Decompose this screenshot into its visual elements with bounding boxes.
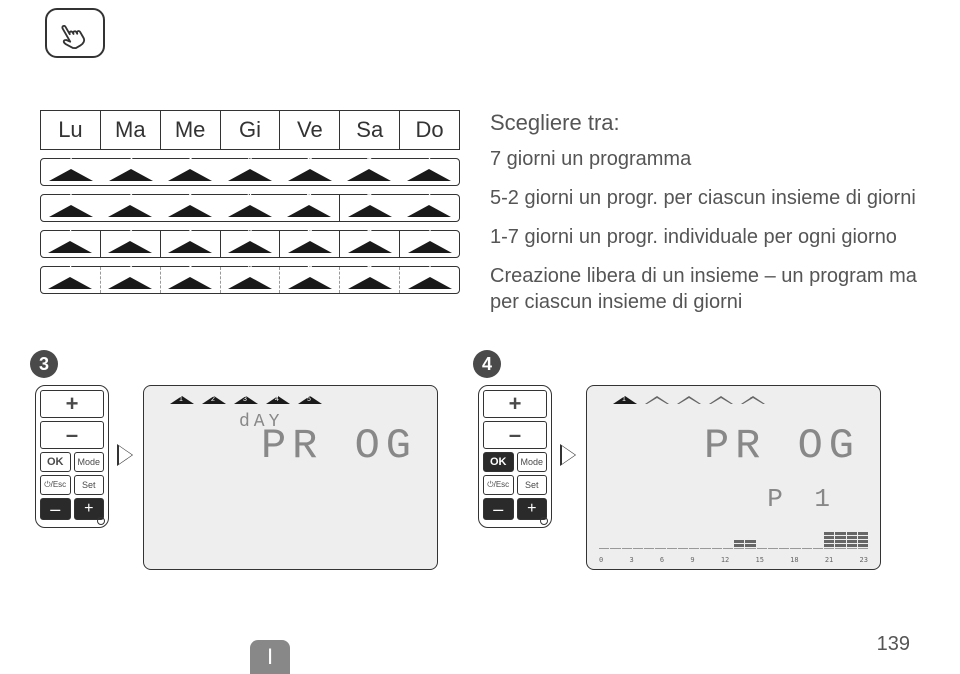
day-cell: Do bbox=[400, 111, 459, 149]
day-cell: Lu bbox=[41, 111, 101, 149]
ok-button[interactable]: OK bbox=[40, 452, 71, 472]
main-content: Lu Ma Me Gi Ve Sa Do 1234567123456712345… bbox=[40, 80, 920, 634]
indicator-dot bbox=[540, 517, 548, 525]
triangle-row: 1234567 bbox=[40, 230, 460, 258]
lcd4-hour-labels: 03691215182123 bbox=[599, 556, 868, 564]
day-cell: Sa bbox=[340, 111, 400, 149]
arrow-icon bbox=[562, 445, 576, 465]
esc-button[interactable]: ⏻/Esc bbox=[483, 475, 514, 495]
lcd4-prog-text: PR OG bbox=[704, 422, 860, 470]
triangle-cell: 1 bbox=[41, 267, 101, 293]
desc-line-4: Creazione libera di un insieme – un prog… bbox=[490, 263, 920, 315]
minus-button[interactable]: – bbox=[40, 421, 104, 449]
ok-button[interactable]: OK bbox=[483, 452, 514, 472]
step-badge-4: 4 bbox=[473, 350, 501, 378]
hand-icon bbox=[45, 8, 105, 58]
lcd3-prog-text: PR OG bbox=[261, 422, 417, 470]
lcd3-day-indicators: 12345 bbox=[170, 396, 425, 404]
lcd4-p1-text: P 1 bbox=[767, 484, 838, 514]
mode-button[interactable]: Mode bbox=[74, 452, 105, 472]
set-button[interactable]: Set bbox=[517, 475, 548, 495]
desc-line-1: 7 giorni un programma bbox=[490, 146, 920, 174]
day-cell: Ve bbox=[280, 111, 340, 149]
triangle-cell: 3 bbox=[160, 195, 220, 221]
triangle-cell: 7 bbox=[399, 195, 459, 221]
triangle-cell: 6 bbox=[340, 159, 400, 185]
remote-control: + – OK Mode ⏻/Esc Set – + bbox=[35, 385, 109, 528]
panel-4: 4 + – OK Mode ⏻/Esc Set – + bbox=[478, 385, 881, 570]
triangle-cell: 3 bbox=[161, 231, 221, 257]
desc-line-2: 5-2 giorni un progr. per ciascun insieme… bbox=[490, 185, 920, 213]
lcd4-bar-chart bbox=[599, 525, 868, 549]
minus-button[interactable]: – bbox=[483, 421, 547, 449]
triangle-cell: 3 bbox=[160, 159, 220, 185]
triangle-cell: 2 bbox=[101, 231, 161, 257]
lcd-screen-4: 12345 PR OG P 1 03691215182123 bbox=[586, 385, 881, 570]
triangle-cell: 4 bbox=[221, 267, 281, 293]
triangle-cell: 1 bbox=[41, 159, 101, 185]
plus-button[interactable]: + bbox=[40, 390, 104, 418]
triangle-row: 1234567 bbox=[40, 158, 460, 186]
triangle-cell: 7 bbox=[400, 231, 459, 257]
triangle-cell: 2 bbox=[101, 159, 161, 185]
remote-control: + – OK Mode ⏻/Esc Set – + bbox=[478, 385, 552, 528]
triangle-cell: 5 bbox=[280, 159, 340, 185]
arrow-icon bbox=[119, 445, 133, 465]
dark-minus-button[interactable]: – bbox=[483, 498, 514, 520]
language-tab: I bbox=[250, 640, 290, 674]
panel-3: 3 + – OK Mode ⏻/Esc Set – + bbox=[35, 385, 438, 570]
days-header-row: Lu Ma Me Gi Ve Sa Do bbox=[40, 110, 460, 150]
triangle-cell: 2 bbox=[101, 195, 161, 221]
triangle-cell: 3 bbox=[161, 267, 221, 293]
triangle-cell: 6 bbox=[340, 267, 400, 293]
day-cell: Ma bbox=[101, 111, 161, 149]
esc-button[interactable]: ⏻/Esc bbox=[40, 475, 71, 495]
lcd4-day-indicators: 12345 bbox=[613, 396, 868, 404]
set-button[interactable]: Set bbox=[74, 475, 105, 495]
indicator-dot bbox=[97, 517, 105, 525]
dark-minus-button[interactable]: – bbox=[40, 498, 71, 520]
day-cell: Gi bbox=[221, 111, 281, 149]
page-number: 139 bbox=[877, 633, 910, 656]
triangle-cell: 2 bbox=[101, 267, 161, 293]
triangle-cell: 5 bbox=[279, 195, 340, 221]
mode-button[interactable]: Mode bbox=[517, 452, 548, 472]
triangle-rows: 1234567123456712345671234567 bbox=[40, 158, 460, 294]
desc-line-3: 1-7 giorni un progr. individuale per ogn… bbox=[490, 224, 920, 252]
lcd-screen-3: 12345 dAY PR OG bbox=[143, 385, 438, 570]
day-cell: Me bbox=[161, 111, 221, 149]
triangle-cell: 4 bbox=[220, 195, 280, 221]
triangle-cell: 7 bbox=[400, 267, 459, 293]
triangle-cell: 5 bbox=[280, 267, 340, 293]
triangle-cell: 4 bbox=[220, 159, 280, 185]
triangle-row: 1234567 bbox=[40, 194, 460, 222]
days-table: Lu Ma Me Gi Ve Sa Do 1234567123456712345… bbox=[40, 110, 460, 302]
triangle-cell: 1 bbox=[41, 195, 101, 221]
triangle-cell: 4 bbox=[221, 231, 281, 257]
plus-button[interactable]: + bbox=[483, 390, 547, 418]
triangle-cell: 5 bbox=[280, 231, 340, 257]
triangle-cell: 7 bbox=[399, 159, 459, 185]
triangle-cell: 6 bbox=[340, 195, 400, 221]
triangle-cell: 6 bbox=[340, 231, 400, 257]
description-column: Scegliere tra: 7 giorni un programma 5-2… bbox=[490, 110, 920, 326]
step-badge-3: 3 bbox=[30, 350, 58, 378]
desc-title: Scegliere tra: bbox=[490, 110, 920, 136]
triangle-cell: 1 bbox=[41, 231, 101, 257]
triangle-row: 1234567 bbox=[40, 266, 460, 294]
